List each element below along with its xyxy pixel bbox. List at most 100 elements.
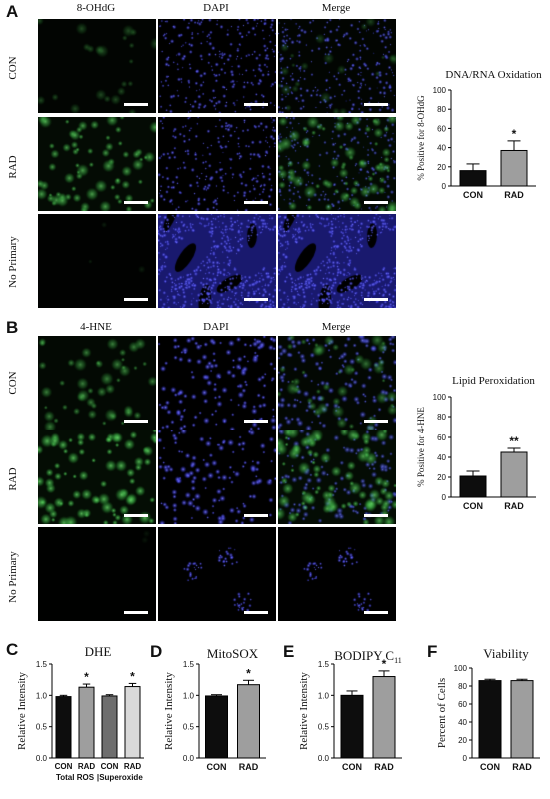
micrograph-a-noprimary-dapi: [158, 214, 276, 308]
bar-rad-1: [500, 149, 528, 187]
micrograph-b-con-4hne: [38, 336, 156, 430]
y-axis-label: % Positive for 4-HNE: [416, 407, 426, 487]
bar-rad-1: [510, 680, 534, 759]
bar-rad-1: [500, 451, 528, 498]
y-tick-label: 1.5: [318, 660, 330, 669]
y-tick-label: 100: [433, 393, 447, 402]
y-axis-label: Relative Intensity: [298, 672, 310, 750]
panel-b-column-header-1: 4-HNE: [80, 321, 112, 333]
micrograph-b-rad-dapi: [158, 430, 276, 524]
panel-letter-d: D: [150, 642, 163, 661]
chart-title: DHE: [85, 644, 112, 659]
panel-letter-c: C: [6, 640, 19, 659]
y-tick-label: 40: [437, 144, 446, 153]
panel-a-column-header-2: DAPI: [203, 2, 229, 14]
panel-letter-a: A: [6, 2, 19, 21]
micrograph-a-con-merge: [278, 19, 396, 113]
category-label: RAD: [239, 762, 259, 772]
micrograph-a-rad-8ohdg: [38, 117, 156, 211]
panel-b-row-label-2: RAD: [7, 467, 19, 491]
y-tick-label: 60: [458, 700, 467, 709]
panel-letter-e: E: [283, 642, 295, 661]
y-tick-label: 0.0: [183, 754, 195, 763]
category-label: RAD: [512, 762, 532, 772]
y-tick-label: 0: [442, 182, 447, 191]
bar-rad-1: [372, 676, 396, 759]
micrograph-b-noprimary-4hne: [38, 527, 156, 621]
micrograph-a-rad-dapi: [158, 117, 276, 211]
category-label: RAD: [78, 762, 96, 771]
category-label: RAD: [374, 762, 394, 772]
bar-con-0: [340, 694, 364, 759]
micrograph-a-con-dapi: [158, 19, 276, 113]
y-tick-label: 0.5: [183, 723, 195, 732]
y-tick-label: 20: [458, 736, 467, 745]
micrograph-a-con-8ohdg: [38, 19, 156, 113]
category-label: CON: [55, 762, 73, 771]
panel-letter-b: B: [6, 318, 19, 337]
y-axis-label: % Positive for 8-OHdG: [416, 95, 426, 181]
y-tick-label: 0: [442, 493, 447, 502]
micrograph-b-con-dapi: [158, 336, 276, 430]
y-tick-label: 80: [458, 682, 467, 691]
y-tick-label: 40: [458, 718, 467, 727]
y-tick-label: 1.0: [36, 691, 48, 700]
y-tick-label: 0.0: [36, 754, 48, 763]
bar-con-0: [478, 680, 502, 759]
y-tick-label: 80: [437, 105, 446, 114]
significance-marker: *: [512, 127, 517, 141]
significance-marker: *: [130, 669, 135, 683]
panel-letter-f: F: [427, 642, 438, 661]
y-axis-label: Relative Intensity: [163, 672, 175, 750]
group-label: Superoxide: [99, 773, 143, 782]
y-tick-label: 0: [463, 754, 468, 763]
category-label: CON: [480, 762, 500, 772]
y-tick-label: 1.0: [318, 691, 330, 700]
chart-title: DNA/RNA Oxidation: [445, 69, 542, 81]
y-tick-label: 40: [437, 453, 446, 462]
category-label: RAD: [124, 762, 142, 771]
panel-b-column-header-2: DAPI: [203, 321, 229, 333]
panel-a-column-header-3: Merge: [321, 2, 351, 14]
category-label: CON: [463, 501, 483, 511]
y-tick-label: 20: [437, 163, 446, 172]
y-tick-label: 100: [454, 664, 468, 673]
micrograph-b-noprimary-merge: [278, 527, 396, 621]
bar-rad-3: [124, 686, 141, 759]
bar-con-2: [101, 695, 118, 759]
bar-con-0: [459, 170, 487, 187]
y-axis-label: Percent of Cells: [436, 678, 448, 748]
panel-a-row-label-2: RAD: [7, 155, 19, 179]
micrograph-b-noprimary-dapi: [158, 527, 276, 621]
y-tick-label: 80: [437, 413, 446, 422]
panel-b-row-label-1: CON: [7, 371, 19, 395]
y-tick-label: 20: [437, 473, 446, 482]
category-label: CON: [342, 762, 362, 772]
chart-title: BODIPY C11: [334, 648, 402, 665]
y-tick-label: 1.5: [36, 660, 48, 669]
panel-a-column-header-1: 8-OHdG: [76, 2, 116, 14]
category-label: CON: [207, 762, 227, 772]
y-tick-label: 1.5: [183, 660, 195, 669]
category-label: RAD: [504, 190, 524, 200]
y-tick-label: 60: [437, 124, 446, 133]
panel-b-row-label-3: No Primary: [7, 551, 19, 603]
bar-con-0: [205, 695, 228, 759]
category-label: CON: [101, 762, 119, 771]
micrograph-b-con-merge: [278, 336, 396, 430]
y-tick-label: 0.0: [318, 754, 330, 763]
y-axis-label: Relative Intensity: [16, 672, 28, 750]
micrograph-a-rad-merge: [278, 117, 396, 211]
significance-marker: *: [382, 657, 387, 671]
micrograph-a-noprimary-8ohdg: [38, 214, 156, 308]
chart-title: Lipid Peroxidation: [452, 375, 535, 387]
micrograph-b-rad-merge: [278, 430, 396, 524]
panel-a-row-label-3: No Primary: [7, 236, 19, 288]
chart-title: Viability: [483, 646, 529, 661]
chart-title: MitoSOX: [207, 646, 259, 661]
significance-marker: *: [246, 666, 251, 680]
significance-marker: *: [84, 670, 89, 684]
bar-rad-1: [78, 686, 95, 759]
micrograph-a-noprimary-merge: [278, 214, 396, 308]
